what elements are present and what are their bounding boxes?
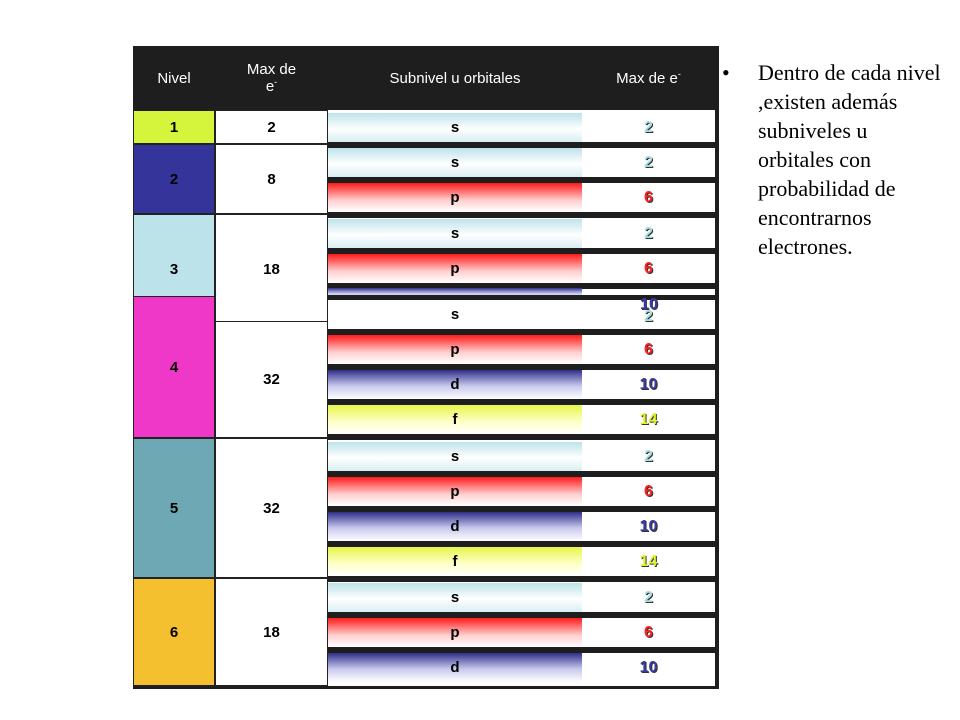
subnivel-cell: s: [328, 148, 582, 177]
orbital-row: s 10 2: [328, 296, 715, 329]
orbital-row: s 2: [328, 113, 715, 142]
max-orbital-cell: 2: [582, 113, 715, 142]
orbital-row: d 10: [328, 370, 715, 399]
subnivel-cell: f: [328, 547, 582, 576]
orbital-row: p 6: [328, 477, 715, 506]
header-max-orbital: Max de e-: [582, 46, 715, 110]
header-nivel: Nivel: [133, 46, 215, 110]
max-orbital-cell: 6: [582, 183, 715, 212]
orbital-row-hidden: [328, 288, 715, 298]
level-cell-4: 4: [133, 296, 215, 438]
row-separator: [328, 177, 715, 183]
orbital-row: s 2: [328, 583, 715, 612]
level-cell-1: 1: [133, 110, 215, 144]
subnivel-cell: [328, 288, 582, 298]
subnivel-cell: p: [328, 254, 582, 283]
bullet-text: Dentro de cada nivel ,existen además sub…: [758, 60, 941, 259]
orbital-row: p 6: [328, 254, 715, 283]
max-orbital-cell: 10: [582, 370, 715, 399]
subnivel-cell: p: [328, 335, 582, 364]
row-separator: [328, 283, 715, 289]
subnivel-cell: d: [328, 653, 582, 682]
row-separator: [328, 541, 715, 547]
row-separator: [328, 471, 715, 477]
max-cell-2: 8: [215, 144, 328, 214]
subnivel-cell: s: [328, 219, 582, 248]
max-orbital-cell: 14: [582, 547, 715, 576]
max-orbital-overlap: 10: [640, 296, 658, 313]
row-separator: [328, 434, 715, 440]
max-orbital-cell: 10: [582, 512, 715, 541]
row-separator: [328, 329, 715, 335]
subnivel-cell: s: [328, 113, 582, 142]
level-cell-5: 5: [133, 438, 215, 578]
orbital-row: d 10: [328, 512, 715, 541]
subnivel-cell: d: [328, 370, 582, 399]
max-orbital-cell: 6: [582, 335, 715, 364]
subnivel-cell: d: [328, 512, 582, 541]
orbital-row: f 14: [328, 547, 715, 576]
row-separator: [328, 364, 715, 370]
subnivel-cell: p: [328, 183, 582, 212]
row-separator: [328, 212, 715, 218]
row-separator: [328, 248, 715, 254]
level-cell-2: 2: [133, 144, 215, 214]
orbital-row: p 6: [328, 335, 715, 364]
row-separator: [328, 142, 715, 148]
orbital-row: s 2: [328, 442, 715, 471]
row-separator: [328, 576, 715, 582]
orbitals-table: Nivel Max de e- Subnivel u orbitales Max…: [133, 46, 719, 689]
subnivel-cell: s: [328, 300, 582, 329]
level-cell-6: 6: [133, 578, 215, 686]
orbital-row: p 6: [328, 183, 715, 212]
orbital-row: s 2: [328, 219, 715, 248]
table-border-bottom: [133, 686, 719, 689]
header-max-electrons: Max de e-: [215, 46, 328, 110]
max-orbital-cell: 6: [582, 254, 715, 283]
max-orbital-cell: 2: [582, 219, 715, 248]
table-border-right: [715, 46, 719, 686]
subnivel-cell: p: [328, 618, 582, 647]
orbital-row: d 10: [328, 653, 715, 682]
row-separator: [328, 295, 715, 300]
max-orbital-cell: 6: [582, 477, 715, 506]
subnivel-cell: s: [328, 442, 582, 471]
max-orbital-cell: 2: [582, 583, 715, 612]
subnivel-cell: p: [328, 477, 582, 506]
orbital-row: p 6: [328, 618, 715, 647]
subnivel-cell: f: [328, 405, 582, 434]
max-orbital-cell: 14: [582, 405, 715, 434]
max-orbital-cell: 6: [582, 618, 715, 647]
row-separator: [328, 612, 715, 618]
subnivel-cell: s: [328, 583, 582, 612]
orbital-row: f 14: [328, 405, 715, 434]
bullet-icon: •: [722, 60, 730, 85]
max-orbital-cell: 10: [582, 653, 715, 682]
max-cell-6: 18: [215, 578, 328, 686]
max-orbital-cell: 10 2: [582, 296, 715, 329]
max-cell-1: 2: [215, 110, 328, 144]
max-cell-5: 32: [215, 438, 328, 578]
orbital-row: s 2: [328, 148, 715, 177]
max-cell-4: 32: [215, 321, 328, 438]
max-cell-3: 18: [215, 214, 328, 324]
row-separator: [328, 647, 715, 653]
max-orbital-cell: 2: [582, 442, 715, 471]
row-separator: [328, 399, 715, 405]
max-orbital-cell: 2: [582, 148, 715, 177]
header-subnivel: Subnivel u orbitales: [328, 46, 582, 110]
row-separator: [328, 506, 715, 512]
